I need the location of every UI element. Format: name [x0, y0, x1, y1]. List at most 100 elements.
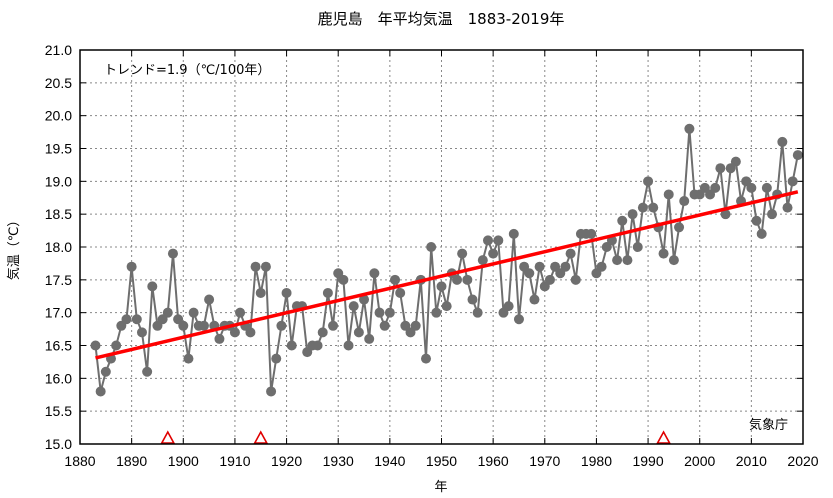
data-point: [612, 255, 623, 266]
data-point: [229, 327, 240, 338]
data-point: [482, 235, 493, 246]
data-point: [266, 386, 277, 397]
source-label: 気象庁: [749, 417, 788, 433]
data-point: [317, 327, 328, 338]
x-tick-label: 2000: [684, 453, 715, 469]
data-point: [276, 320, 287, 331]
y-tick-label: 17.0: [45, 305, 72, 321]
data-point: [245, 327, 256, 338]
data-point: [353, 327, 364, 338]
trend-line-group: [95, 190, 799, 360]
temperature-line: [94, 128, 799, 392]
y-tick-label: 17.5: [45, 272, 72, 288]
data-point: [493, 235, 504, 246]
data-point: [312, 340, 323, 351]
x-tick-label: 1890: [116, 453, 147, 469]
data-point: [183, 353, 194, 364]
data-point: [627, 209, 638, 220]
data-point: [343, 340, 354, 351]
data-point: [730, 156, 741, 167]
data-point: [281, 287, 292, 298]
data-point: [136, 327, 147, 338]
data-point: [374, 307, 385, 318]
data-point: [384, 307, 395, 318]
data-point: [338, 274, 349, 285]
y-tick-label: 21.0: [45, 42, 72, 58]
relocation-marker-triangle: [253, 430, 269, 444]
data-point: [663, 189, 674, 200]
data-point: [457, 248, 468, 259]
data-point: [767, 209, 778, 220]
data-point: [477, 255, 488, 266]
x-tick-label: 1880: [64, 453, 95, 469]
data-point: [131, 314, 142, 325]
data-point: [359, 294, 370, 305]
data-point: [395, 287, 406, 298]
data-point: [622, 255, 633, 266]
x-tick-label: 1950: [426, 453, 457, 469]
data-point: [674, 222, 685, 233]
temperature-series: [90, 123, 803, 397]
data-point: [710, 182, 721, 193]
x-tick-label: 1960: [478, 453, 509, 469]
x-tick-label: 1990: [632, 453, 663, 469]
data-point: [260, 261, 271, 272]
data-point: [658, 248, 669, 259]
data-point: [451, 274, 462, 285]
data-point: [214, 333, 225, 344]
data-point: [632, 242, 643, 252]
data-point: [524, 268, 535, 279]
trend-annotation: トレンド=1.9（℃/100年）: [104, 63, 270, 78]
data-point: [467, 294, 478, 305]
y-tick-label: 20.0: [45, 108, 72, 124]
data-point: [250, 261, 261, 272]
data-point: [746, 182, 757, 193]
data-point: [756, 228, 767, 239]
data-point: [364, 333, 375, 344]
x-tick-label: 1900: [168, 453, 199, 469]
data-point: [348, 301, 359, 312]
data-point: [379, 320, 390, 331]
data-point: [586, 228, 597, 239]
data-point: [462, 274, 473, 285]
data-point: [792, 150, 803, 161]
data-point: [761, 182, 772, 193]
y-tick-label: 15.0: [45, 436, 72, 452]
data-point: [441, 301, 452, 312]
data-point: [782, 202, 793, 213]
data-point: [204, 294, 215, 305]
data-point: [271, 353, 282, 364]
data-point: [286, 340, 297, 351]
data-point: [565, 248, 576, 259]
grid: [80, 50, 803, 444]
trend-line: [95, 190, 799, 360]
data-point: [436, 281, 447, 292]
data-point: [787, 176, 798, 187]
y-axis-label: 気温（℃）: [6, 214, 22, 281]
data-point: [188, 307, 199, 318]
data-point: [100, 366, 111, 377]
data-point: [162, 307, 173, 318]
y-tick-label: 18.5: [45, 206, 72, 222]
data-point: [328, 320, 339, 331]
data-point: [488, 248, 499, 259]
y-tick-label: 16.0: [45, 370, 72, 386]
x-tick-label: 2020: [787, 453, 818, 469]
data-point: [560, 261, 571, 272]
x-tick-label: 1920: [271, 453, 302, 469]
data-point: [679, 196, 690, 207]
data-point: [369, 268, 380, 279]
data-point: [617, 215, 628, 226]
data-point: [513, 314, 524, 325]
data-point: [596, 261, 607, 272]
data-point: [121, 314, 132, 325]
relocation-marker-triangle: [656, 430, 671, 444]
y-axis: 15.0 15.5 16.0 16.5 17.0 17.5 18.0 18.5 19.0 19.5…: [45, 42, 803, 452]
y-tick-label: 16.5: [45, 338, 72, 354]
event-markers: [160, 430, 671, 444]
data-point: [410, 320, 421, 331]
data-point: [472, 307, 483, 318]
x-tick-label: 1970: [529, 453, 560, 469]
data-point: [322, 287, 333, 298]
